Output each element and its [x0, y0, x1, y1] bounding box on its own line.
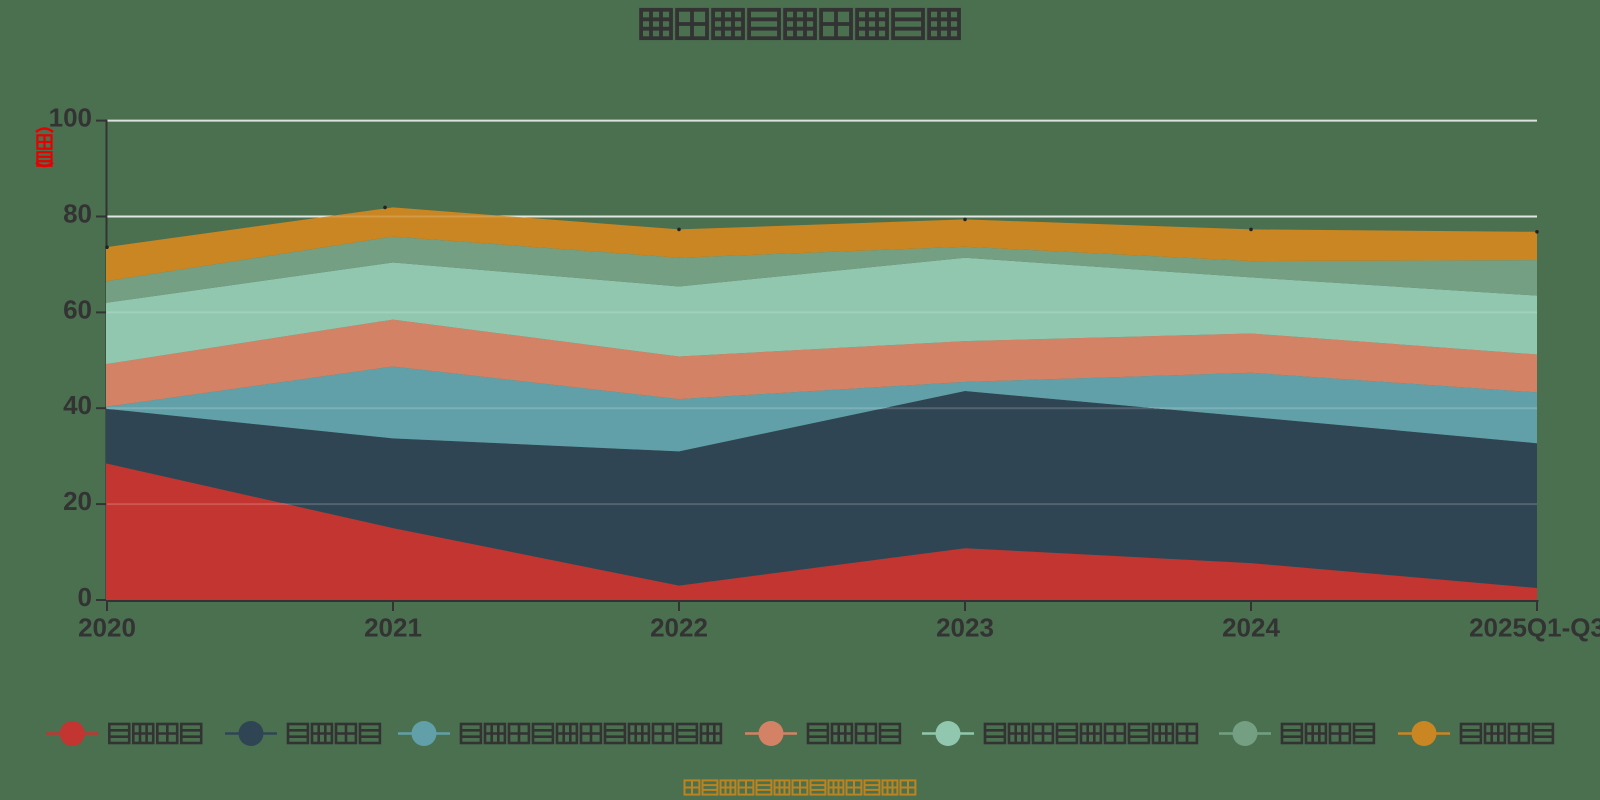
svg-text:2023: 2023 [936, 613, 994, 643]
svg-text:20: 20 [63, 486, 92, 516]
svg-text:2024: 2024 [1222, 613, 1280, 643]
svg-text:0: 0 [78, 582, 92, 612]
svg-text:100: 100 [49, 103, 92, 133]
svg-text:2025Q1-Q3: 2025Q1-Q3 [1469, 613, 1600, 643]
svg-text:40: 40 [63, 390, 92, 420]
svg-text:2022: 2022 [650, 613, 708, 643]
svg-text:60: 60 [63, 294, 92, 324]
svg-text:2020: 2020 [78, 613, 136, 643]
svg-text:2021: 2021 [364, 613, 422, 643]
svg-text:80: 80 [63, 199, 92, 229]
